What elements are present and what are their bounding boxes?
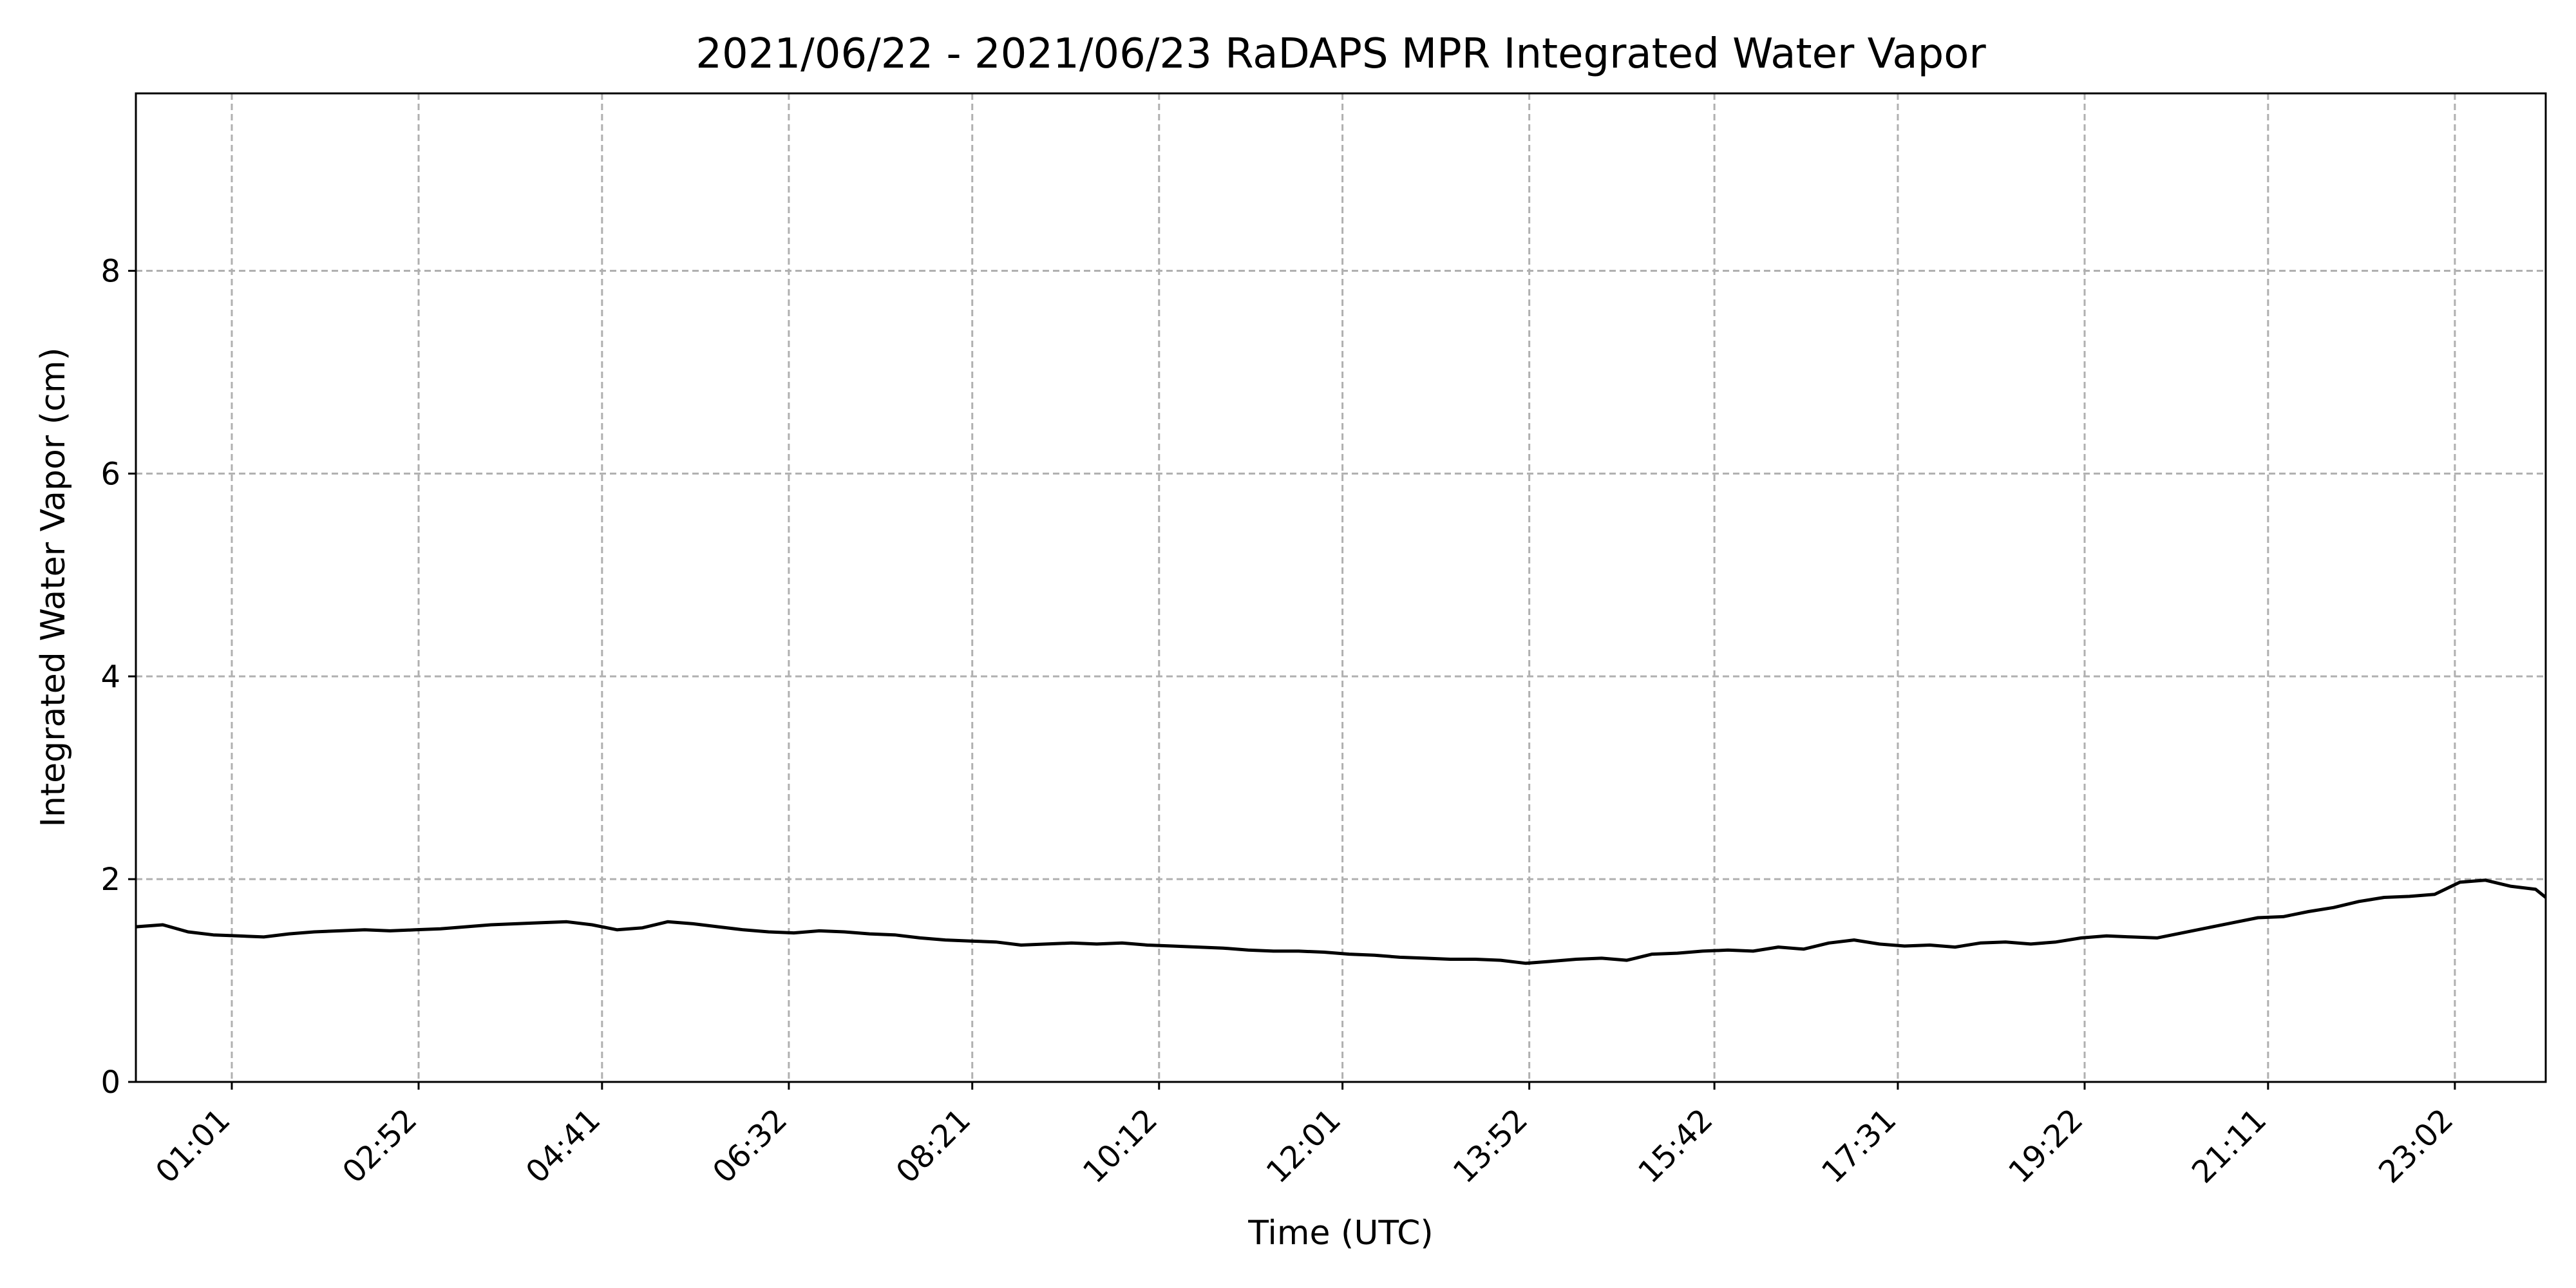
y-tick-label: 0 [100, 1065, 120, 1101]
y-tick-label: 2 [100, 862, 120, 898]
y-axis-ticks: 0 2 4 6 8 [100, 254, 136, 1101]
data-series-line [135, 878, 2547, 965]
y-tick-label: 6 [100, 456, 120, 492]
y-axis-label: Integrated Water Vapor (cm) [34, 347, 73, 827]
x-axis-label: Time (UTC) [1247, 1214, 1433, 1253]
y-tick-label: 4 [100, 659, 120, 695]
plot-area-frame [135, 92, 2547, 1083]
chart-title: 2021/06/22 - 2021/06/23 RaDAPS MPR Integ… [696, 30, 1986, 78]
y-tick-label: 8 [100, 254, 120, 290]
